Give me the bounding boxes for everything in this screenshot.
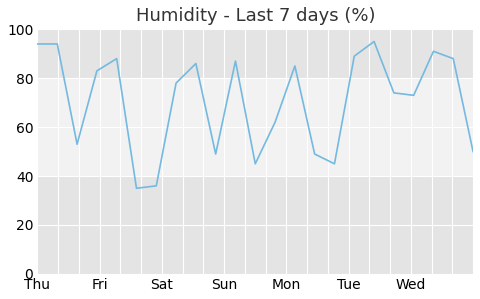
Bar: [37, 176, 473, 274]
Title: Humidity - Last 7 days (%): Humidity - Last 7 days (%): [135, 7, 375, 25]
Bar: [37, 78, 473, 176]
Bar: [37, 29, 473, 78]
